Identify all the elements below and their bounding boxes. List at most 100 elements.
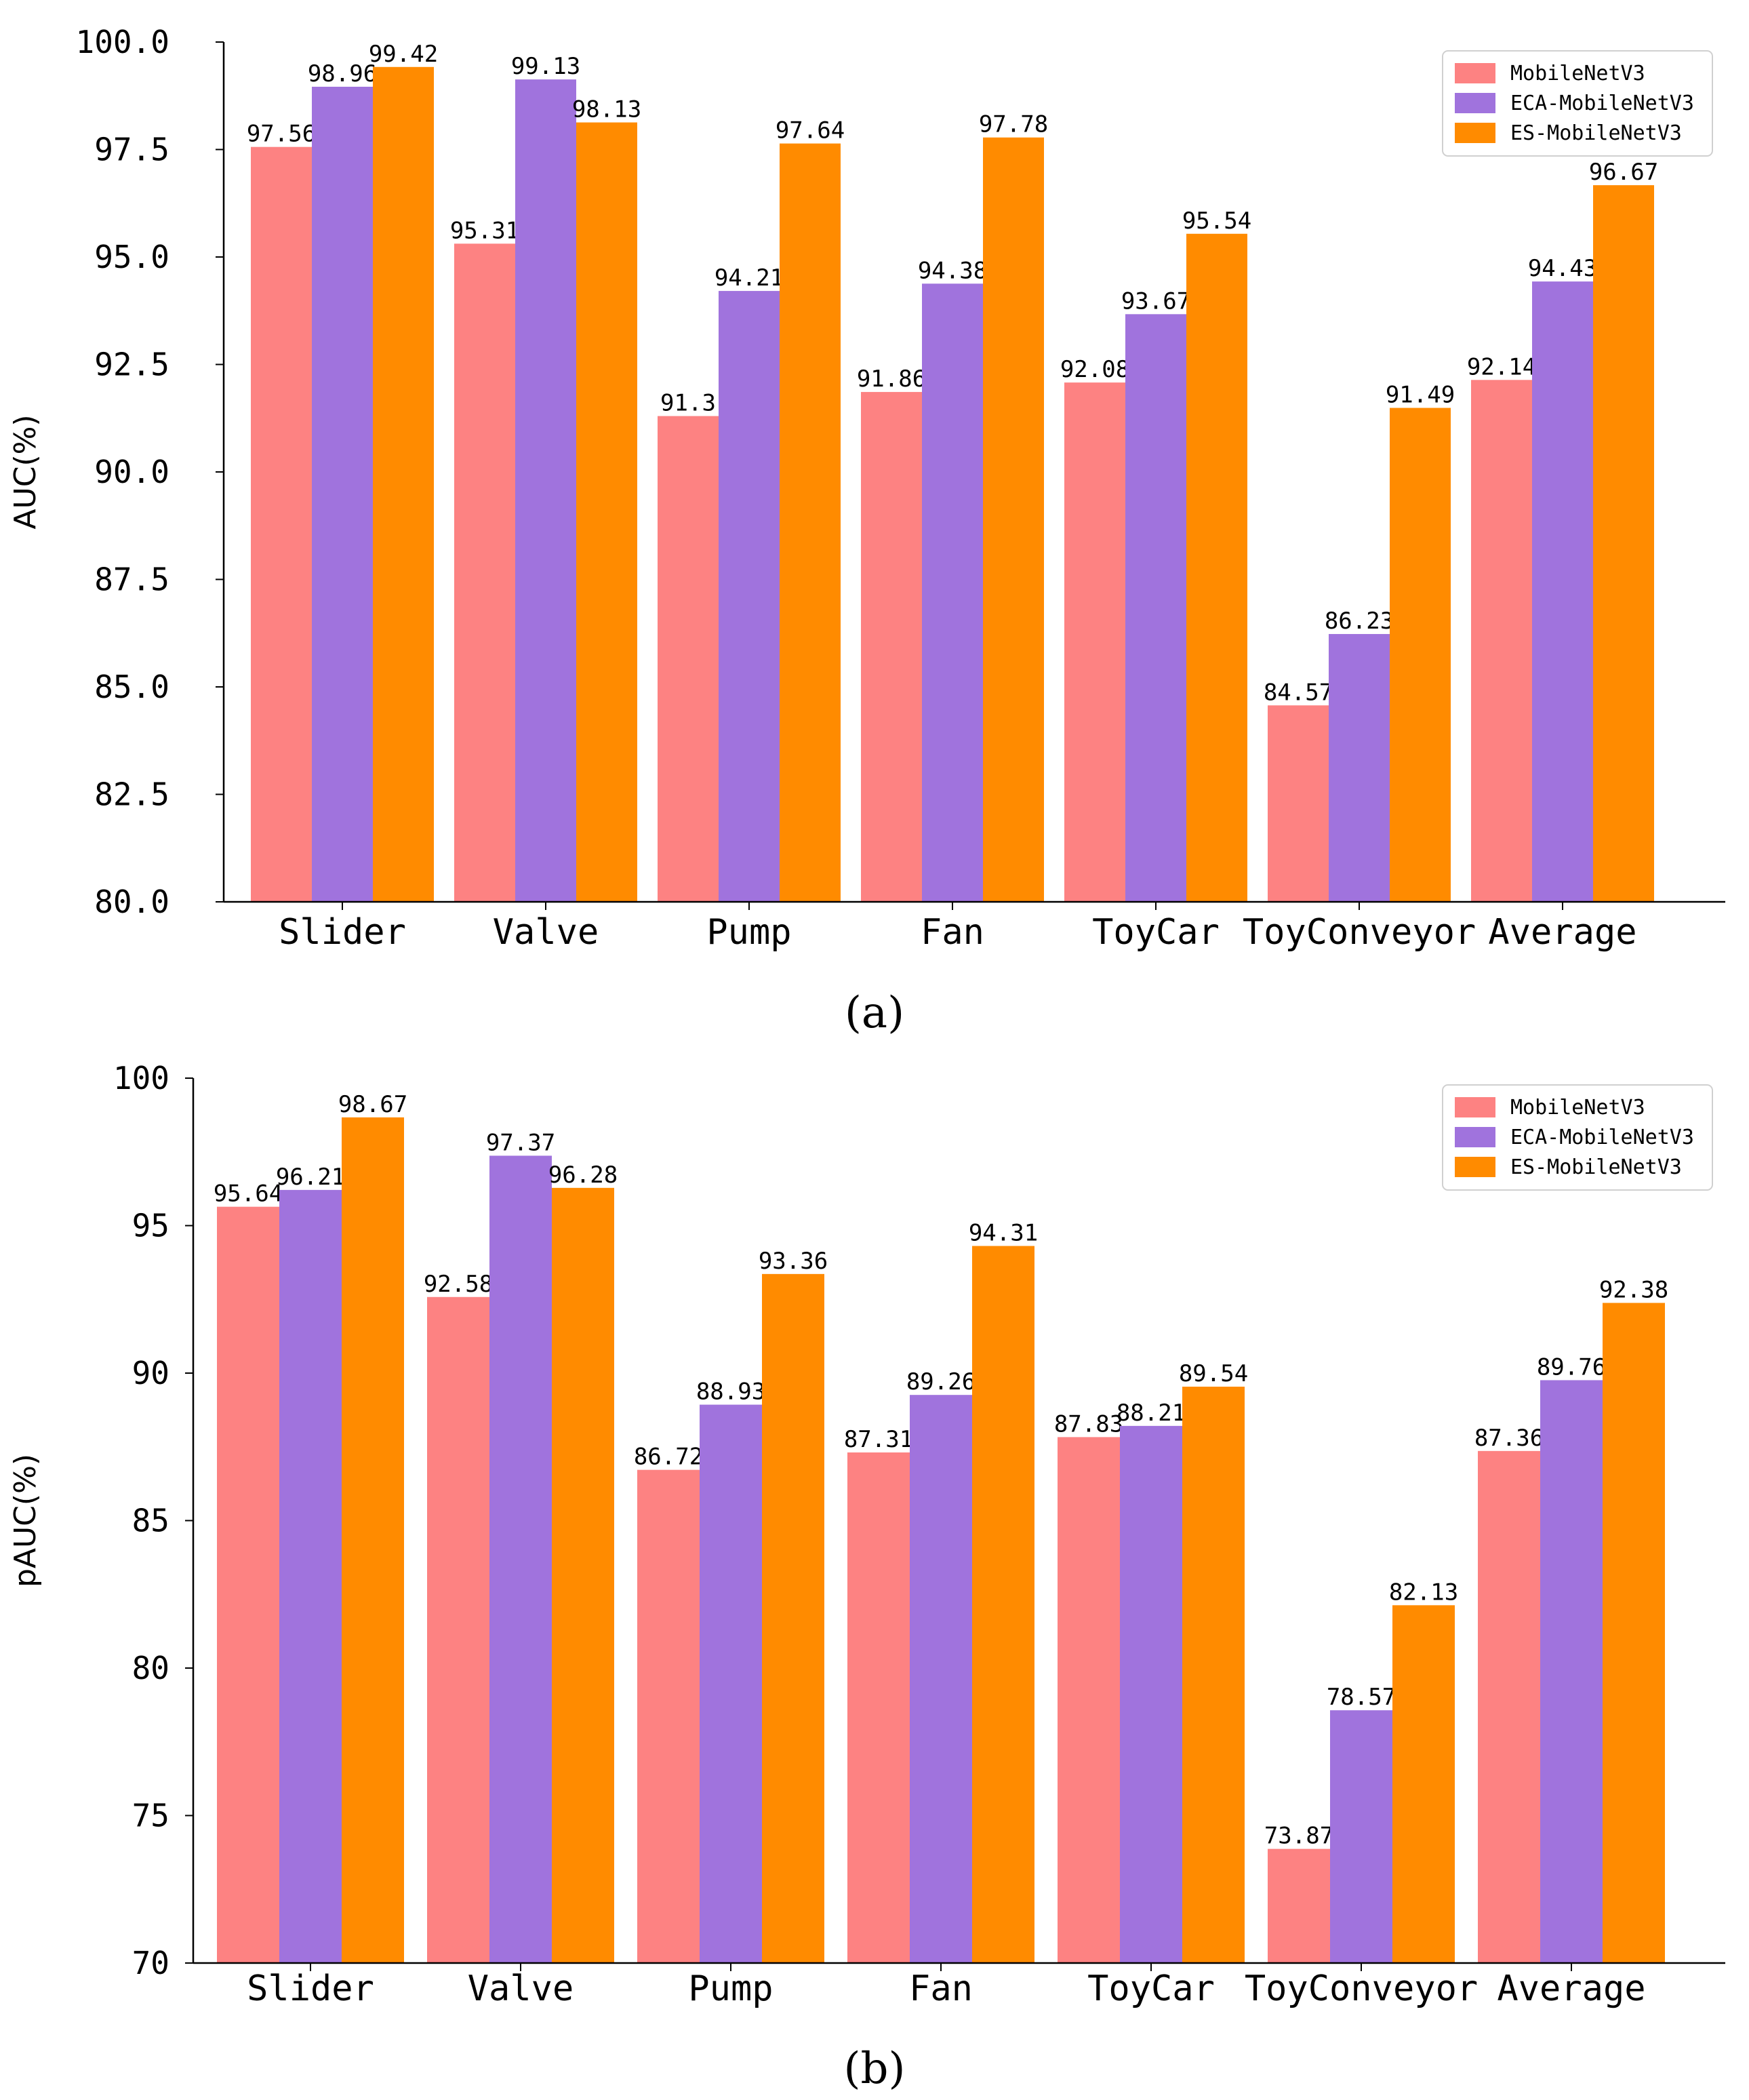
x-tick-label: Valve xyxy=(468,1968,574,2009)
legend-label: ES-MobileNetV3 xyxy=(1510,1155,1682,1179)
legend-box xyxy=(1442,1084,1713,1191)
data-label: 95.54 xyxy=(1182,207,1251,235)
bar-es-mobilenetv3-toycar xyxy=(1182,1387,1245,1963)
bar-es-mobilenetv3-toycar xyxy=(1186,233,1247,902)
bar-eca-mobilenetv3-fan xyxy=(910,1395,972,1963)
bar-es-mobilenetv3-slider xyxy=(373,66,434,903)
bar-mobilenetv3-toycar xyxy=(1064,382,1125,902)
x-tick-label: Slider xyxy=(247,1968,374,2009)
bar-es-mobilenetv3-toyconveyor xyxy=(1390,408,1451,902)
x-tick-label: Average xyxy=(1488,912,1636,953)
bar-mobilenetv3-average xyxy=(1471,380,1532,902)
legend-label: MobileNetV3 xyxy=(1510,62,1645,85)
bar-eca-mobilenetv3-average xyxy=(1532,281,1593,902)
bar-eca-mobilenetv3-slider xyxy=(312,86,373,902)
data-label: 96.67 xyxy=(1589,159,1658,186)
legend-swatch xyxy=(1455,123,1495,143)
y-tick-label: 85 xyxy=(132,1503,169,1539)
bar-eca-mobilenetv3-valve xyxy=(515,79,576,903)
x-tick-label: Average xyxy=(1497,1968,1645,2009)
data-label: 96.28 xyxy=(548,1162,618,1189)
y-tick-label: 90 xyxy=(132,1355,169,1391)
bar-mobilenetv3-average xyxy=(1478,1450,1540,1963)
bar-mobilenetv3-toyconveyor xyxy=(1268,1848,1330,1963)
bar-eca-mobilenetv3-average xyxy=(1540,1380,1603,1963)
data-label: 97.78 xyxy=(979,111,1048,138)
y-axis-title: pAUC(%) xyxy=(8,1454,43,1587)
y-tick-label: 87.5 xyxy=(94,561,169,598)
data-label: 92.08 xyxy=(1060,356,1129,383)
legend-label: MobileNetV3 xyxy=(1510,1096,1645,1120)
data-label: 92.38 xyxy=(1599,1276,1668,1303)
data-label: 97.37 xyxy=(486,1129,555,1156)
bar-es-mobilenetv3-fan xyxy=(972,1246,1034,1963)
legend-box xyxy=(1442,50,1713,157)
bar-eca-mobilenetv3-toyconveyor xyxy=(1330,1710,1392,1963)
bar-mobilenetv3-pump xyxy=(637,1469,700,1963)
data-label: 99.13 xyxy=(511,53,580,80)
legend-swatch xyxy=(1455,1157,1495,1177)
bar-eca-mobilenetv3-toycar xyxy=(1120,1425,1182,1963)
data-label: 92.58 xyxy=(424,1271,493,1298)
data-label: 96.21 xyxy=(276,1164,345,1191)
data-label: 97.64 xyxy=(776,117,845,144)
data-label: 95.31 xyxy=(450,217,519,244)
data-label: 87.83 xyxy=(1054,1410,1123,1438)
y-axis-title: AUC(%) xyxy=(8,414,43,529)
data-label: 86.23 xyxy=(1325,608,1394,635)
x-tick-label: Fan xyxy=(921,912,984,953)
data-label: 94.38 xyxy=(918,257,987,284)
y-tick-label: 100.0 xyxy=(76,24,169,60)
data-label: 88.93 xyxy=(696,1379,765,1406)
data-label: 87.31 xyxy=(844,1426,913,1453)
x-tick-label: Pump xyxy=(688,1968,773,2009)
bar-es-mobilenetv3-toyconveyor xyxy=(1392,1605,1455,1963)
y-tick-label: 80.0 xyxy=(94,884,169,920)
y-tick-label: 100 xyxy=(113,1060,169,1096)
data-label: 89.76 xyxy=(1537,1353,1606,1381)
data-label: 99.42 xyxy=(369,41,438,68)
legend-swatch xyxy=(1455,1097,1495,1117)
bar-eca-mobilenetv3-slider xyxy=(279,1189,342,1963)
y-tick-label: 85.0 xyxy=(94,669,169,705)
y-tick-label: 97.5 xyxy=(94,132,169,168)
panel-caption: (b) xyxy=(844,2044,906,2094)
x-tick-label: Fan xyxy=(909,1968,973,2009)
legend-swatch xyxy=(1455,63,1495,83)
data-label: 89.54 xyxy=(1179,1360,1248,1387)
bar-eca-mobilenetv3-pump xyxy=(700,1404,762,1963)
y-tick-label: 75 xyxy=(132,1798,169,1834)
legend-swatch xyxy=(1455,1127,1495,1147)
legend-swatch xyxy=(1455,93,1495,113)
y-tick-label: 80 xyxy=(132,1650,169,1686)
bar-es-mobilenetv3-fan xyxy=(983,137,1044,902)
data-label: 89.26 xyxy=(906,1368,976,1395)
data-label: 73.87 xyxy=(1264,1823,1333,1850)
bar-mobilenetv3-slider xyxy=(251,146,312,902)
data-label: 94.31 xyxy=(969,1220,1038,1247)
y-tick-label: 82.5 xyxy=(94,776,169,813)
legend-label: ES-MobileNetV3 xyxy=(1510,121,1682,145)
bar-eca-mobilenetv3-fan xyxy=(922,283,983,903)
data-label: 98.96 xyxy=(308,60,377,87)
bar-eca-mobilenetv3-pump xyxy=(719,291,780,902)
bar-eca-mobilenetv3-toyconveyor xyxy=(1329,634,1390,902)
bar-mobilenetv3-slider xyxy=(217,1206,279,1963)
x-tick-label: ToyConveyor xyxy=(1245,1968,1478,2009)
y-tick-label: 92.5 xyxy=(94,346,169,383)
bar-mobilenetv3-toycar xyxy=(1058,1437,1120,1963)
data-label: 95.64 xyxy=(214,1181,283,1208)
x-tick-label: ToyConveyor xyxy=(1243,912,1476,953)
bar-eca-mobilenetv3-toycar xyxy=(1125,314,1186,902)
bar-eca-mobilenetv3-valve xyxy=(489,1155,552,1963)
bar-es-mobilenetv3-average xyxy=(1593,185,1654,902)
x-tick-label: Slider xyxy=(279,912,406,953)
x-tick-label: Valve xyxy=(493,912,599,953)
bar-es-mobilenetv3-valve xyxy=(552,1187,614,1963)
bar-es-mobilenetv3-average xyxy=(1603,1303,1665,1963)
data-label: 97.56 xyxy=(247,121,316,148)
bar-mobilenetv3-valve xyxy=(454,243,515,902)
panel-caption: (a) xyxy=(845,988,904,1038)
